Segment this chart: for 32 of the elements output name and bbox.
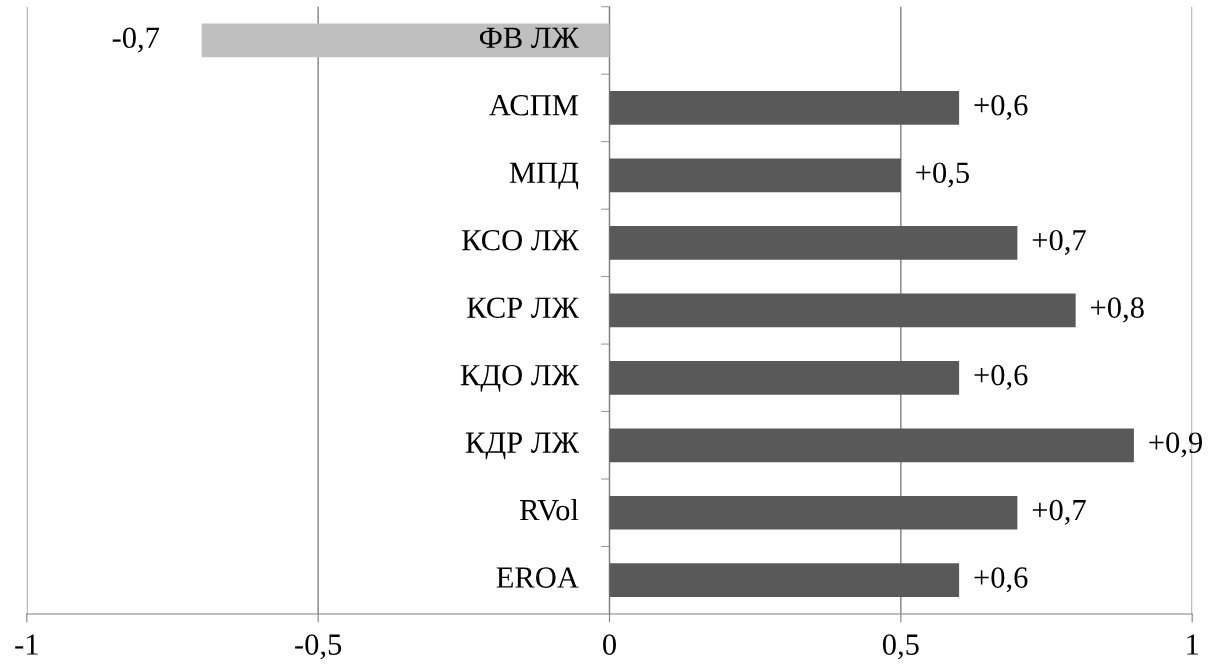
y-tick-label: МПД	[509, 162, 579, 190]
y-tick-label: КСР ЛЖ	[467, 297, 579, 318]
data-label: +0,6	[974, 567, 1028, 593]
x-tick-label: -0,5	[295, 634, 342, 660]
data-label: -0,7	[112, 27, 160, 53]
data-label: +0,5	[916, 162, 969, 188]
bar	[609, 563, 960, 598]
y-tick-label: EROA	[496, 567, 579, 588]
y-tick-label: КДО ЛЖ	[460, 364, 579, 392]
data-label: +0,9	[1149, 432, 1202, 458]
bar	[609, 428, 1134, 463]
bar	[609, 91, 960, 125]
bar	[609, 360, 960, 395]
y-tick-label: АСПМ	[489, 95, 579, 116]
bar	[201, 23, 610, 58]
y-tick-label: КДР ЛЖ	[465, 432, 579, 460]
data-label: +0,6	[974, 364, 1028, 390]
x-tick-label: 1	[1187, 634, 1198, 655]
y-tick-label: ФВ ЛЖ	[479, 27, 579, 49]
x-tick-label: 0	[603, 634, 616, 655]
x-tick-label: 0,5	[882, 634, 919, 660]
bar	[609, 293, 1076, 328]
data-label: +0,7	[1032, 229, 1086, 255]
bar	[609, 226, 1018, 260]
data-label: +0,8	[1091, 297, 1144, 323]
data-label: +0,6	[974, 94, 1028, 120]
x-tick-label: -1	[15, 634, 38, 655]
y-tick-label: RVol	[519, 498, 579, 521]
bar	[609, 158, 901, 193]
bar	[609, 495, 1018, 530]
data-label: +0,7	[1032, 499, 1086, 525]
y-tick-label: КСО ЛЖ	[462, 229, 579, 251]
